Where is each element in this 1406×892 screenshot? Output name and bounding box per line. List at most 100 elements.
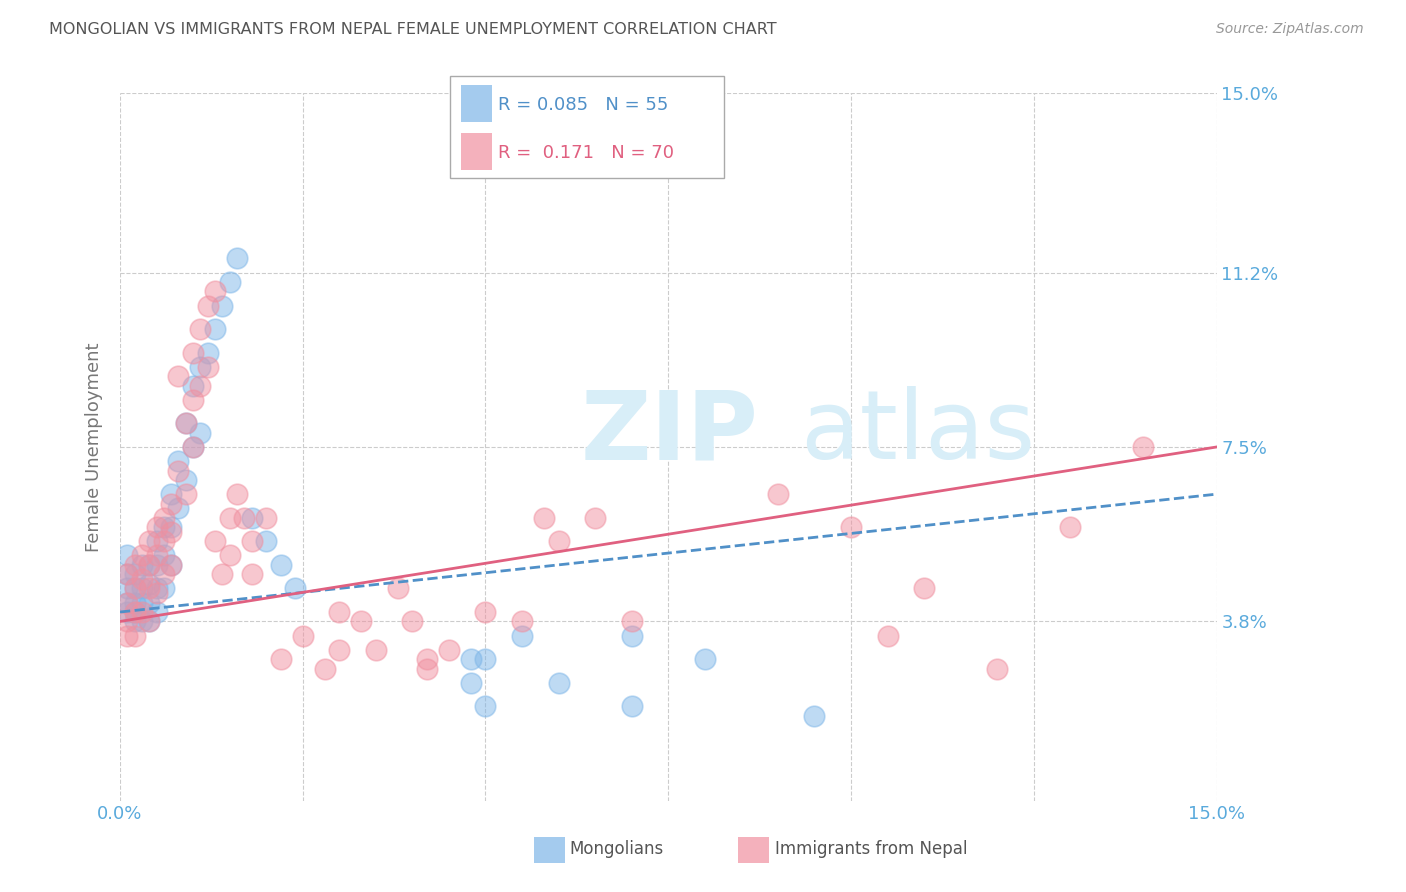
Point	[117, 615, 139, 629]
Point	[138, 582, 160, 596]
Point	[226, 252, 249, 266]
Point	[240, 510, 263, 524]
Point	[474, 652, 496, 666]
Point	[117, 596, 139, 610]
Y-axis label: Female Unemployment: Female Unemployment	[86, 343, 103, 552]
Point	[124, 567, 146, 582]
Point	[254, 534, 277, 549]
Point	[124, 558, 146, 572]
Point	[474, 699, 496, 714]
Point	[117, 567, 139, 582]
Point	[138, 615, 160, 629]
Point	[766, 487, 789, 501]
Point	[416, 662, 439, 676]
Text: R = 0.085   N = 55: R = 0.085 N = 55	[498, 95, 668, 113]
Point	[240, 534, 263, 549]
Point	[131, 549, 153, 563]
Point	[190, 378, 212, 392]
Text: ZIP: ZIP	[581, 386, 758, 479]
Point	[138, 558, 160, 572]
Point	[117, 596, 139, 610]
Point	[124, 605, 146, 619]
Point	[153, 582, 176, 596]
Point	[218, 549, 240, 563]
Point	[803, 708, 825, 723]
Point	[167, 464, 190, 478]
Point	[211, 567, 233, 582]
Point	[145, 520, 167, 534]
Point	[181, 345, 204, 359]
Point	[190, 425, 212, 440]
Point	[328, 642, 350, 657]
Point	[204, 322, 226, 336]
Point	[190, 359, 212, 374]
Point	[160, 558, 183, 572]
Point	[460, 675, 482, 690]
Point	[131, 615, 153, 629]
Text: atlas: atlas	[800, 386, 1035, 479]
Point	[620, 629, 643, 643]
Point	[138, 558, 160, 572]
Point	[153, 549, 176, 563]
Point	[284, 582, 307, 596]
Point	[839, 520, 862, 534]
Point	[153, 534, 176, 549]
Point	[160, 520, 183, 534]
Point	[117, 567, 139, 582]
Point	[474, 605, 496, 619]
Point	[620, 615, 643, 629]
Point	[510, 615, 533, 629]
Point	[1059, 520, 1081, 534]
Point	[291, 629, 314, 643]
Point	[131, 582, 153, 596]
Point	[160, 497, 183, 511]
Point	[314, 662, 336, 676]
Point	[138, 596, 160, 610]
Point	[364, 642, 387, 657]
Point	[153, 520, 176, 534]
Point	[416, 652, 439, 666]
Point	[124, 582, 146, 596]
Point	[197, 345, 219, 359]
Point	[328, 605, 350, 619]
Point	[218, 510, 240, 524]
Point	[270, 558, 292, 572]
Point	[124, 629, 146, 643]
Point	[153, 567, 176, 582]
Point	[145, 549, 167, 563]
Point	[124, 615, 146, 629]
Point	[138, 576, 160, 591]
Point	[876, 629, 898, 643]
Text: Source: ZipAtlas.com: Source: ZipAtlas.com	[1216, 22, 1364, 37]
Point	[197, 299, 219, 313]
Text: Immigrants from Nepal: Immigrants from Nepal	[775, 840, 967, 858]
Point	[204, 285, 226, 299]
Point	[387, 582, 409, 596]
Point	[254, 510, 277, 524]
Point	[240, 567, 263, 582]
Text: Mongolians: Mongolians	[569, 840, 664, 858]
Point	[1132, 440, 1154, 454]
Point	[131, 572, 153, 586]
Point	[693, 652, 716, 666]
Point	[583, 510, 606, 524]
Point	[218, 275, 240, 289]
Point	[270, 652, 292, 666]
Point	[153, 510, 176, 524]
Point	[160, 558, 183, 572]
Point	[174, 473, 197, 487]
Point	[138, 615, 160, 629]
Point	[124, 605, 146, 619]
Point	[350, 615, 373, 629]
Point	[460, 652, 482, 666]
Text: MONGOLIAN VS IMMIGRANTS FROM NEPAL FEMALE UNEMPLOYMENT CORRELATION CHART: MONGOLIAN VS IMMIGRANTS FROM NEPAL FEMAL…	[49, 22, 778, 37]
Point	[131, 605, 153, 619]
Point	[620, 699, 643, 714]
Point	[145, 534, 167, 549]
Point	[167, 369, 190, 384]
Point	[117, 549, 139, 563]
Point	[226, 487, 249, 501]
Point	[986, 662, 1008, 676]
Point	[117, 582, 139, 596]
Text: R =  0.171   N = 70: R = 0.171 N = 70	[498, 144, 673, 161]
